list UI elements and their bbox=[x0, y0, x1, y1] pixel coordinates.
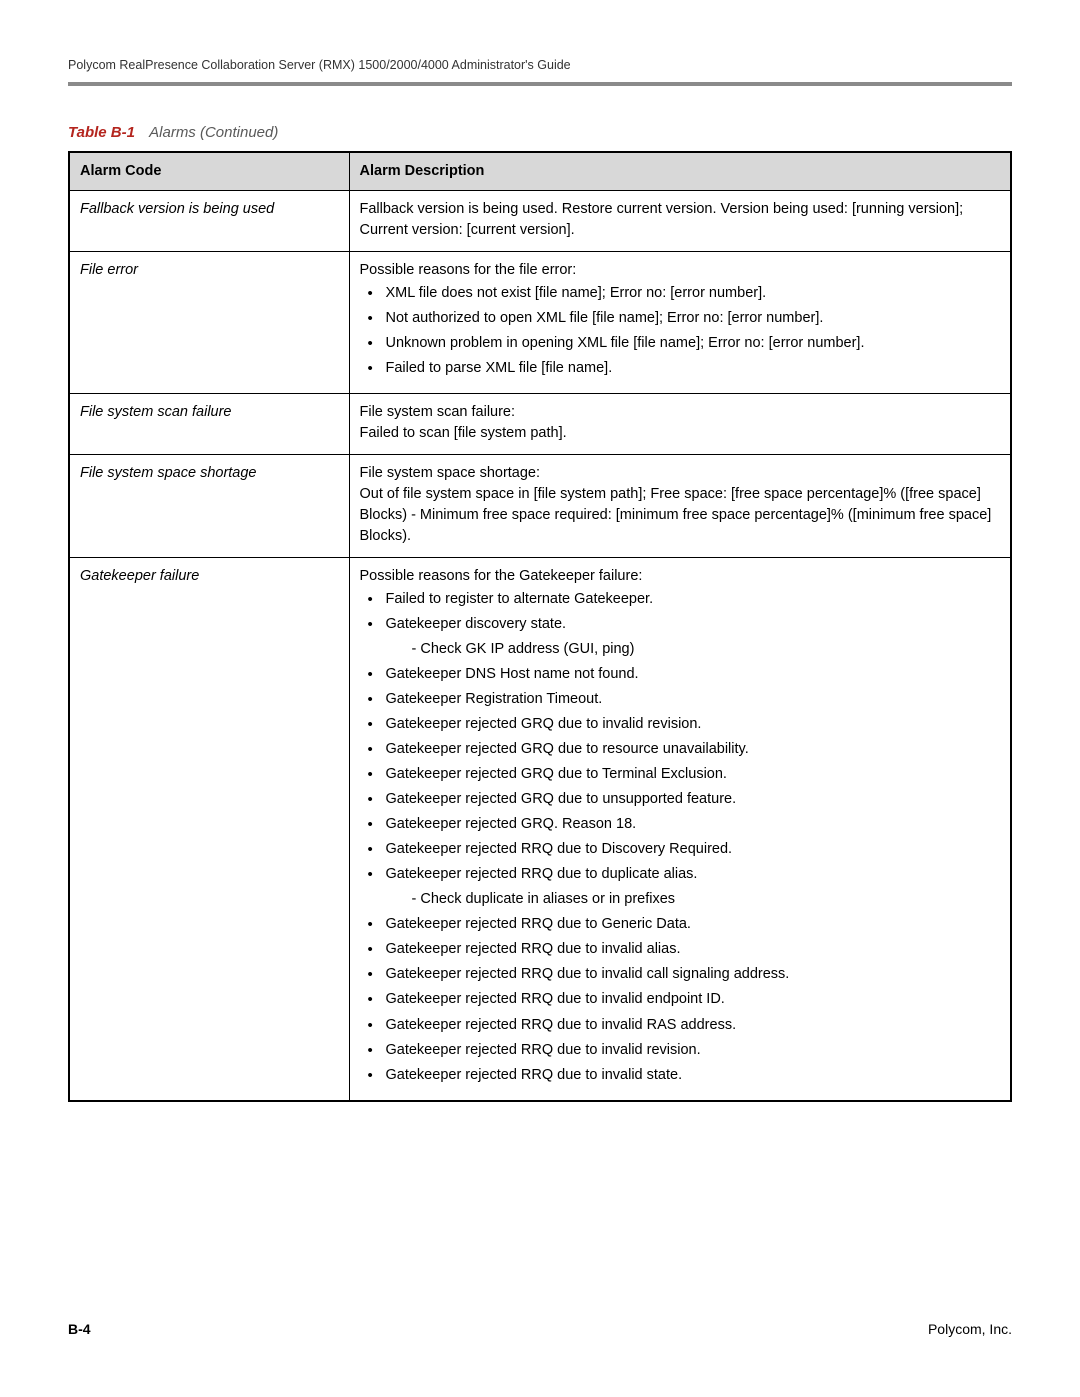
footer-page-number: B-4 bbox=[68, 1321, 91, 1337]
table-caption: Table B-1 Alarms (Continued) bbox=[68, 124, 1012, 141]
alarm-code-cell: Gatekeeper failure bbox=[69, 558, 349, 1101]
list-item: Failed to parse XML file [file name]. bbox=[360, 358, 1001, 379]
list-item: Gatekeeper rejected GRQ. Reason 18. bbox=[360, 814, 1001, 835]
list-item: Gatekeeper rejected GRQ due to resource … bbox=[360, 739, 1001, 760]
list-item: Gatekeeper discovery state. bbox=[360, 614, 1001, 635]
list-item: XML file does not exist [file name]; Err… bbox=[360, 283, 1001, 304]
table-row: Gatekeeper failure Possible reasons for t… bbox=[69, 558, 1011, 1101]
list-item: Gatekeeper rejected RRQ due to invalid s… bbox=[360, 1065, 1001, 1086]
bullet-list: XML file does not exist [file name]; Err… bbox=[360, 283, 1001, 379]
list-item: Gatekeeper rejected RRQ due to Discovery… bbox=[360, 839, 1001, 860]
description-intro: File system space shortage:Out of file s… bbox=[360, 463, 1001, 547]
alarm-description-cell: File system space shortage:Out of file s… bbox=[349, 455, 1011, 558]
col-header-alarm-code: Alarm Code bbox=[69, 152, 349, 191]
bullet-list: Failed to register to alternate Gatekeep… bbox=[360, 589, 1001, 1085]
list-item: Gatekeeper rejected RRQ due to invalid r… bbox=[360, 1040, 1001, 1061]
table-row: File system space shortageFile system sp… bbox=[69, 455, 1011, 558]
alarm-code-cell: File system scan failure bbox=[69, 394, 349, 455]
header-rule bbox=[68, 82, 1012, 86]
list-item: Unknown problem in opening XML file [fil… bbox=[360, 333, 1001, 354]
table-row: Fallback version is being used Fallback v… bbox=[69, 191, 1011, 252]
list-item: Gatekeeper rejected RRQ due to invalid a… bbox=[360, 939, 1001, 960]
table-row: File errorPossible reasons for the file … bbox=[69, 252, 1011, 394]
col-header-alarm-description: Alarm Description bbox=[349, 152, 1011, 191]
list-item: Gatekeeper rejected RRQ due to Generic D… bbox=[360, 914, 1001, 935]
list-item: Gatekeeper rejected RRQ due to invalid e… bbox=[360, 989, 1001, 1010]
list-item: Gatekeeper Registration Timeout. bbox=[360, 689, 1001, 710]
alarm-description-cell: Possible reasons for the file error:XML … bbox=[349, 252, 1011, 394]
table-name: Alarms (Continued) bbox=[149, 124, 278, 141]
list-item: Gatekeeper rejected GRQ due to Terminal … bbox=[360, 764, 1001, 785]
table-id: Table B-1 bbox=[68, 124, 135, 141]
page-footer: B-4 Polycom, Inc. bbox=[68, 1321, 1012, 1337]
list-item: Gatekeeper DNS Host name not found. bbox=[360, 664, 1001, 685]
list-item: Not authorized to open XML file [file na… bbox=[360, 308, 1001, 329]
list-item: Gatekeeper rejected RRQ due to invalid c… bbox=[360, 964, 1001, 985]
table-row: File system scan failure File system scan… bbox=[69, 394, 1011, 455]
list-item: Gatekeeper rejected RRQ due to duplicate… bbox=[360, 864, 1001, 885]
list-item: Failed to register to alternate Gatekeep… bbox=[360, 589, 1001, 610]
list-item: Gatekeeper rejected GRQ due to invalid r… bbox=[360, 714, 1001, 735]
alarm-code-cell: File system space shortage bbox=[69, 455, 349, 558]
alarm-code-cell: Fallback version is being used bbox=[69, 191, 349, 252]
description-intro: Fallback version is being used. Restore … bbox=[360, 199, 1001, 241]
alarm-code-cell: File error bbox=[69, 252, 349, 394]
alarm-description-cell: File system scan failure:Failed to scan … bbox=[349, 394, 1011, 455]
running-header: Polycom RealPresence Collaboration Serve… bbox=[68, 58, 1012, 72]
list-item: Gatekeeper rejected GRQ due to unsupport… bbox=[360, 789, 1001, 810]
alarms-table: Alarm Code Alarm Description Fallback ve… bbox=[68, 151, 1012, 1102]
list-item: Gatekeeper rejected RRQ due to invalid R… bbox=[360, 1015, 1001, 1036]
description-intro: Possible reasons for the file error: bbox=[360, 260, 1001, 281]
alarm-description-cell: Fallback version is being used. Restore … bbox=[349, 191, 1011, 252]
alarm-description-cell: Possible reasons for the Gatekeeper fail… bbox=[349, 558, 1011, 1101]
list-item-sub: - Check GK IP address (GUI, ping) bbox=[360, 639, 1001, 660]
table-header-row: Alarm Code Alarm Description bbox=[69, 152, 1011, 191]
description-intro: Possible reasons for the Gatekeeper fail… bbox=[360, 566, 1001, 587]
list-item-sub: - Check duplicate in aliases or in prefi… bbox=[360, 889, 1001, 910]
footer-company: Polycom, Inc. bbox=[928, 1321, 1012, 1337]
description-intro: File system scan failure:Failed to scan … bbox=[360, 402, 1001, 444]
